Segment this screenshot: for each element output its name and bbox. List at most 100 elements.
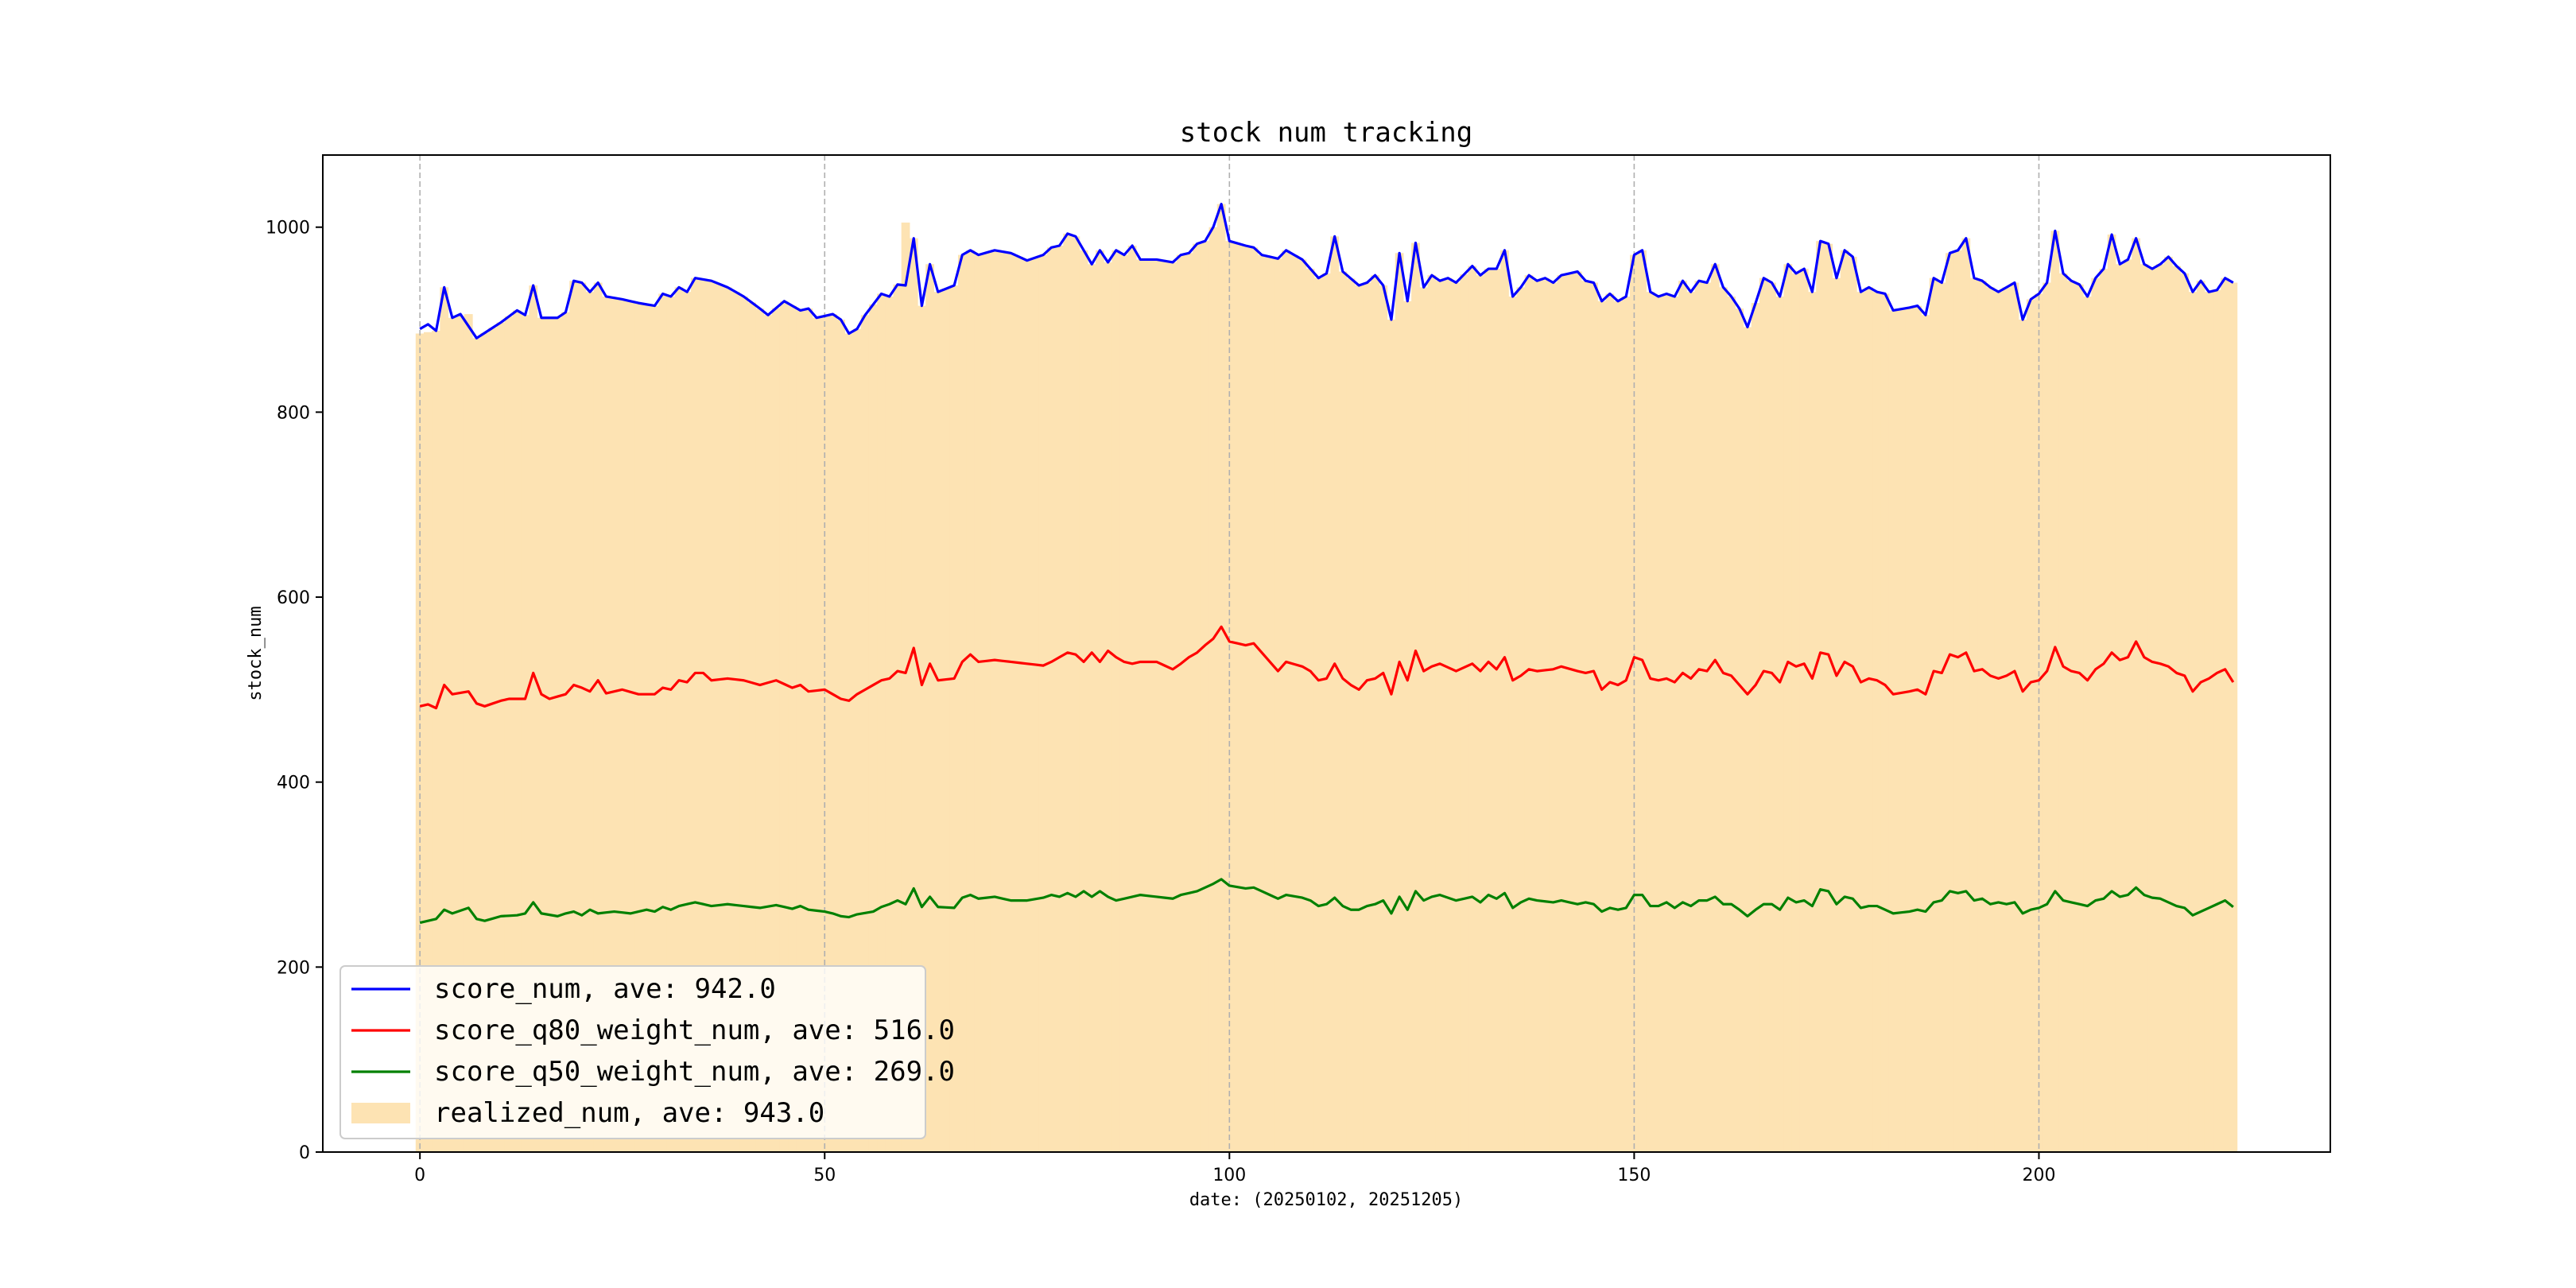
realized-num-bar [1265, 256, 1274, 1153]
realized-num-bar [836, 320, 845, 1152]
realized-num-bar [1613, 301, 1623, 1152]
realized-num-bar [1743, 327, 1752, 1152]
realized-num-bar [561, 312, 570, 1152]
realized-num-bar [1759, 277, 1768, 1153]
realized-num-bar [893, 284, 902, 1152]
realized-num-bar [1508, 296, 1518, 1153]
realized-num-bar [941, 289, 951, 1153]
realized-num-bar [957, 254, 967, 1152]
realized-num-bar [1152, 259, 1162, 1153]
realized-num-bar [909, 238, 918, 1153]
realized-num-bar [601, 296, 611, 1153]
realized-num-bar [2124, 259, 2132, 1153]
realized-num-bar [618, 299, 627, 1153]
realized-num-bar [949, 285, 959, 1152]
realized-num-bar [755, 308, 765, 1153]
realized-num-bar [658, 293, 668, 1152]
realized-num-bar [1038, 254, 1048, 1152]
realized-num-bar [1452, 282, 1461, 1152]
realized-num-bar [739, 296, 748, 1153]
realized-num-bar [1274, 258, 1282, 1152]
realized-num-bar [1686, 292, 1696, 1152]
realized-num-bar [440, 287, 449, 1153]
realized-num-bar [1597, 301, 1607, 1152]
realized-num-bar [2002, 287, 2012, 1153]
realized-num-bar [682, 292, 692, 1152]
realized-num-bar [1929, 277, 1938, 1153]
realized-num-bar [1354, 285, 1364, 1152]
realized-num-bar [2196, 281, 2206, 1153]
realized-num-bar [1856, 292, 1865, 1152]
realized-num-bar [1573, 271, 1582, 1152]
realized-num-bar [642, 304, 651, 1152]
realized-num-bar [1670, 296, 1679, 1153]
realized-num-bar [1961, 238, 1971, 1153]
realized-num-bar [1363, 282, 1371, 1152]
y-tick-label: 200 [277, 958, 310, 978]
realized-num-bar [1767, 282, 1776, 1152]
realized-num-bar [593, 282, 603, 1152]
realized-num-bar [885, 296, 894, 1153]
realized-num-bar [1808, 292, 1817, 1152]
realized-num-bar [1071, 236, 1080, 1152]
realized-num-bar [2010, 282, 2019, 1152]
realized-num-bar [1953, 250, 1963, 1152]
realized-num-bar [1735, 308, 1744, 1153]
realized-num-bar [464, 314, 473, 1153]
y-axis-label: stock_num [246, 606, 266, 700]
realized-num-bar [1662, 293, 1671, 1152]
realized-num-bar [1127, 246, 1137, 1152]
realized-num-bar [529, 285, 538, 1152]
realized-num-bar [707, 281, 716, 1153]
realized-num-bar [933, 292, 943, 1152]
realized-num-bar [2058, 273, 2068, 1152]
realized-num-bar [1524, 275, 1534, 1153]
realized-num-bar [1305, 269, 1315, 1153]
realized-num-bar [1646, 292, 1655, 1152]
legend-label: score_num, ave: 942.0 [434, 973, 776, 1005]
realized-num-bar [496, 322, 506, 1152]
realized-num-bar [2188, 292, 2198, 1152]
realized-num-bar [448, 317, 457, 1153]
realized-num-bar [666, 296, 676, 1153]
realized-num-bar [1921, 315, 1930, 1152]
axis-ticks: 0 50 100 150 200 0 200 400 600 800 1000 [266, 219, 2055, 1185]
realized-num-bar [1144, 259, 1153, 1153]
realized-num-bar [1557, 275, 1566, 1153]
realized-num-bar [1224, 241, 1234, 1153]
realized-num-bar [585, 292, 595, 1152]
y-tick-label: 0 [299, 1143, 310, 1163]
realized-num-bar [877, 293, 886, 1152]
realized-bars [415, 204, 2238, 1153]
realized-num-bar [1468, 266, 1477, 1153]
realized-num-bar [1387, 320, 1396, 1152]
realized-num-bar [1338, 271, 1348, 1152]
realized-num-bar [610, 297, 619, 1153]
realized-num-bar [925, 264, 934, 1152]
realized-num-bar [1783, 264, 1793, 1152]
realized-num-bar [1694, 281, 1704, 1153]
realized-num-bar [1476, 275, 1485, 1153]
realized-num-bar [1799, 269, 1809, 1153]
realized-num-bar [1096, 250, 1104, 1152]
realized-num-bar [1848, 256, 1857, 1153]
legend: score_num, ave: 942.0 score_q80_weight_nu… [339, 965, 955, 1139]
realized-num-bar [771, 308, 781, 1152]
realized-num-bar [488, 328, 498, 1152]
realized-num-bar [715, 284, 724, 1152]
realized-num-bar [804, 308, 813, 1153]
realized-num-bar [1565, 273, 1574, 1152]
realized-num-bar [1605, 293, 1615, 1152]
realized-num-bar [2026, 299, 2035, 1153]
realized-num-bar [1460, 274, 1468, 1152]
realized-num-bar [982, 252, 991, 1153]
realized-num-bar [1233, 243, 1242, 1153]
realized-num-bar [2035, 293, 2043, 1152]
realized-num-bar [1193, 243, 1201, 1152]
realized-num-bar [747, 302, 757, 1152]
realized-num-bar [2204, 292, 2213, 1152]
realized-num-bar [1896, 308, 1906, 1153]
realized-num-bar [2140, 264, 2149, 1152]
realized-num-bar [1298, 259, 1307, 1153]
